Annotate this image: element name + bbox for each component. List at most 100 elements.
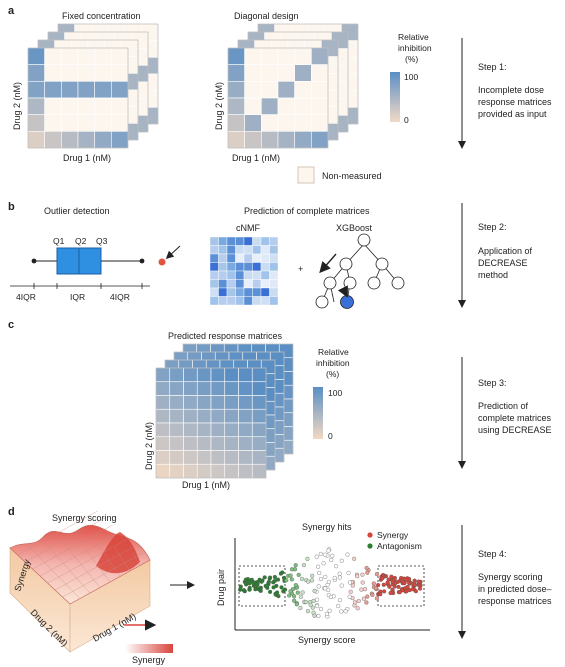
tree-root-node <box>357 233 371 247</box>
c-inhibition-colorbar <box>313 387 323 439</box>
matrix-cell <box>44 47 62 65</box>
scatter-point <box>312 588 317 593</box>
c-legend-title-3: (%) <box>326 369 339 379</box>
plus-sign: + <box>298 264 303 274</box>
mesh-line <box>17 510 98 556</box>
outlier-point <box>158 258 166 266</box>
a-y-axis-label-right: Drug 2 (nM) <box>214 82 224 130</box>
matrix-layer <box>27 47 129 149</box>
scatter-point <box>311 598 316 603</box>
scatter-point <box>300 590 305 595</box>
matrix-cell <box>244 131 262 149</box>
matrix-cell <box>238 395 253 410</box>
matrix-cell <box>277 97 295 115</box>
scatter-point <box>316 613 321 619</box>
scatter-point <box>347 594 352 599</box>
matrix-cell <box>183 367 198 383</box>
matrix-cell <box>44 114 62 132</box>
scatter-point <box>350 583 355 588</box>
scatter-point <box>323 586 328 591</box>
scatter-point <box>388 590 393 596</box>
q1-label: Q1 <box>53 236 65 246</box>
matrix-cell <box>294 114 312 132</box>
outlier-arrow <box>165 245 181 260</box>
step-2-line-2: DECREASE <box>478 258 528 268</box>
cnmf-cell <box>209 287 219 297</box>
matrix-cell <box>227 81 245 99</box>
cnmf-cell <box>252 270 262 280</box>
scatter-point <box>348 589 353 594</box>
scatter-point <box>416 579 421 584</box>
panel-label-b: b <box>8 201 15 213</box>
scatter-point <box>339 609 344 614</box>
matrix-cell <box>169 463 184 479</box>
matrix-cell <box>155 436 171 451</box>
scatter-point <box>404 577 409 582</box>
matrix-cell <box>238 367 253 383</box>
scatter-point <box>316 564 321 569</box>
cnmf-cell <box>269 270 279 280</box>
panel-b: b Outlier detection Q1 Q2 Q3 4IQR IQR 4I… <box>8 201 533 309</box>
mesh-line <box>54 545 136 591</box>
scatter-point <box>275 577 281 582</box>
scatter-point <box>293 563 298 568</box>
matrix-cell <box>169 395 184 410</box>
cnmf-cell <box>226 287 236 297</box>
cnmf-cell <box>269 236 279 246</box>
matrix-layer <box>227 47 329 149</box>
scatter-point <box>317 570 322 576</box>
q2-label: Q2 <box>75 236 87 246</box>
mesh-line <box>44 542 91 594</box>
scatter-point <box>390 587 395 592</box>
a-x-axis-label-left: Drug 1 (nM) <box>63 153 111 163</box>
step-2-title: Step 2: <box>478 222 507 232</box>
cnmf-cell <box>235 236 245 246</box>
step-3-line-2: complete matrices <box>478 413 552 423</box>
matrix-cell <box>261 81 279 99</box>
matrix-cell <box>169 436 184 451</box>
scatter-point <box>347 580 352 585</box>
cnmf-cell <box>226 270 236 280</box>
matrix-cell <box>183 381 198 396</box>
matrix-cell <box>311 47 329 65</box>
matrix-cell <box>244 64 262 82</box>
cnmf-cell <box>235 245 245 255</box>
c-legend-title-1: Relative <box>318 347 349 357</box>
matrix-cell <box>238 422 253 438</box>
scatter-point <box>272 574 277 580</box>
matrix-cell <box>44 131 62 149</box>
mesh-line <box>39 531 121 577</box>
matrix-cell <box>61 81 79 99</box>
matrix-cell <box>238 436 253 451</box>
matrix-cell <box>224 395 239 410</box>
matrix-cell <box>251 463 267 479</box>
matrix-cell <box>311 64 329 82</box>
scatter-point <box>241 588 246 593</box>
scatter-point <box>299 576 305 581</box>
matrix-cell <box>155 463 171 479</box>
tree-node <box>367 276 381 290</box>
scatter-point <box>371 581 376 586</box>
cnmf-matrix <box>209 236 279 306</box>
cnmf-cell <box>235 287 245 297</box>
matrix-cell <box>196 408 212 424</box>
cnmf-cell <box>243 245 253 255</box>
scatter-point <box>323 552 328 557</box>
matrix-cell <box>261 131 279 149</box>
scatter-point <box>330 553 335 558</box>
scatter-point <box>324 611 329 616</box>
cnmf-cell <box>243 279 253 289</box>
scatter-point <box>396 584 401 589</box>
synergy-colorbar-label: Synergy <box>132 655 166 665</box>
scatter-point <box>365 570 370 575</box>
scatter-point <box>336 603 341 609</box>
scatter-point <box>305 556 310 561</box>
tree-selected-leaf <box>340 295 354 309</box>
matrix-cell <box>294 97 312 115</box>
scatter-point <box>308 602 313 607</box>
cnmf-cell <box>226 253 236 263</box>
tree-node <box>375 257 389 271</box>
scatter-point <box>289 567 295 572</box>
scatter-point <box>326 579 331 584</box>
cnmf-cell <box>243 253 253 263</box>
